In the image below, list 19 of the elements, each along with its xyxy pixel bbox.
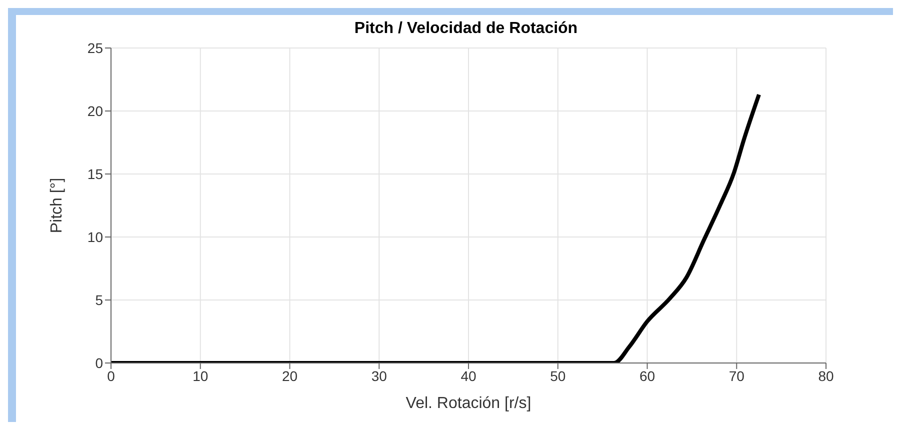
x-tick-label: 30	[371, 368, 388, 384]
y-tick-label: 25	[87, 40, 104, 56]
y-tick-label: 0	[95, 354, 104, 371]
x-axis-title: Vel. Rotación [r/s]	[406, 395, 532, 412]
x-tick-label: 80	[818, 368, 834, 384]
x-tick-label: 60	[639, 368, 656, 384]
x-tick-label: 40	[460, 368, 476, 384]
x-tick-label: 20	[282, 368, 298, 384]
x-tick-label: 50	[550, 368, 566, 384]
chart-title: Pitch / Velocidad de Rotación	[353, 20, 579, 38]
x-tick-label: 70	[728, 368, 745, 384]
y-tick-label: 10	[87, 228, 104, 245]
y-tick-label: 15	[87, 166, 104, 182]
x-tick-label: 10	[192, 368, 208, 384]
x-tick-label: 0	[107, 368, 116, 384]
y-tick-label: 5	[95, 292, 104, 308]
line-series	[111, 92, 761, 363]
y-axis-title: Pitch [°]	[48, 178, 66, 234]
y-tick-label: 20	[87, 102, 104, 119]
